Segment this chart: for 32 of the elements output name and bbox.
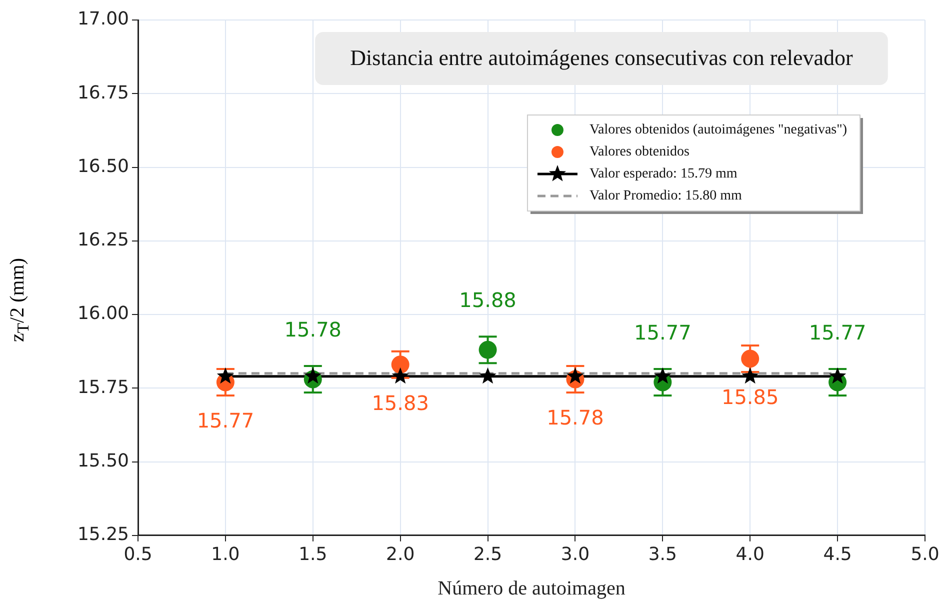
legend-label: Valor esperado: 15.79 mm <box>589 166 738 182</box>
legend-label: Valores obtenidos (autoimágenes "negativas") <box>589 122 848 138</box>
x-tick-label: 3.5 <box>648 544 677 565</box>
y-tick-label: 17.00 <box>77 8 129 30</box>
data-label: 15.83 <box>372 390 429 415</box>
x-tick-label: 5.0 <box>910 544 940 565</box>
data-label: 15.77 <box>808 320 866 344</box>
x-tick-label: 4.5 <box>823 544 852 565</box>
y-tick-label: 15.75 <box>77 376 129 398</box>
y-tick-label: 16.50 <box>77 156 129 177</box>
y-tick-label: 16.00 <box>77 303 129 324</box>
x-axis-title: Número de autoimagen <box>438 577 626 600</box>
data-label: 15.88 <box>459 288 516 312</box>
data-label: 15.85 <box>721 384 779 409</box>
data-label: 15.78 <box>284 318 342 342</box>
y-tick-label: 16.75 <box>77 82 129 104</box>
data-label: 15.78 <box>546 406 604 430</box>
x-tick-label: 1.0 <box>211 544 240 565</box>
x-tick-label: 3.0 <box>560 544 590 565</box>
x-tick-label: 1.5 <box>298 544 328 565</box>
legend-label: Valores obtenidos <box>589 144 690 160</box>
y-tick-label: 15.25 <box>77 524 129 546</box>
x-tick-label: 2.5 <box>473 544 502 565</box>
legend-label: Valor Promedio: 15.80 mm <box>589 188 742 204</box>
text: Distancia entre autoimágenes consecutivas con relevador <box>350 44 854 70</box>
data-label: 15.77 <box>196 408 254 432</box>
x-tick-label: 2.0 <box>386 544 415 565</box>
y-tick-label: 16.25 <box>77 230 129 251</box>
y-tick-label: 15.50 <box>77 450 129 472</box>
x-tick-label: 4.0 <box>736 544 764 565</box>
data-label: 15.77 <box>634 320 692 344</box>
x-tick-label: 0.5 <box>124 544 152 565</box>
